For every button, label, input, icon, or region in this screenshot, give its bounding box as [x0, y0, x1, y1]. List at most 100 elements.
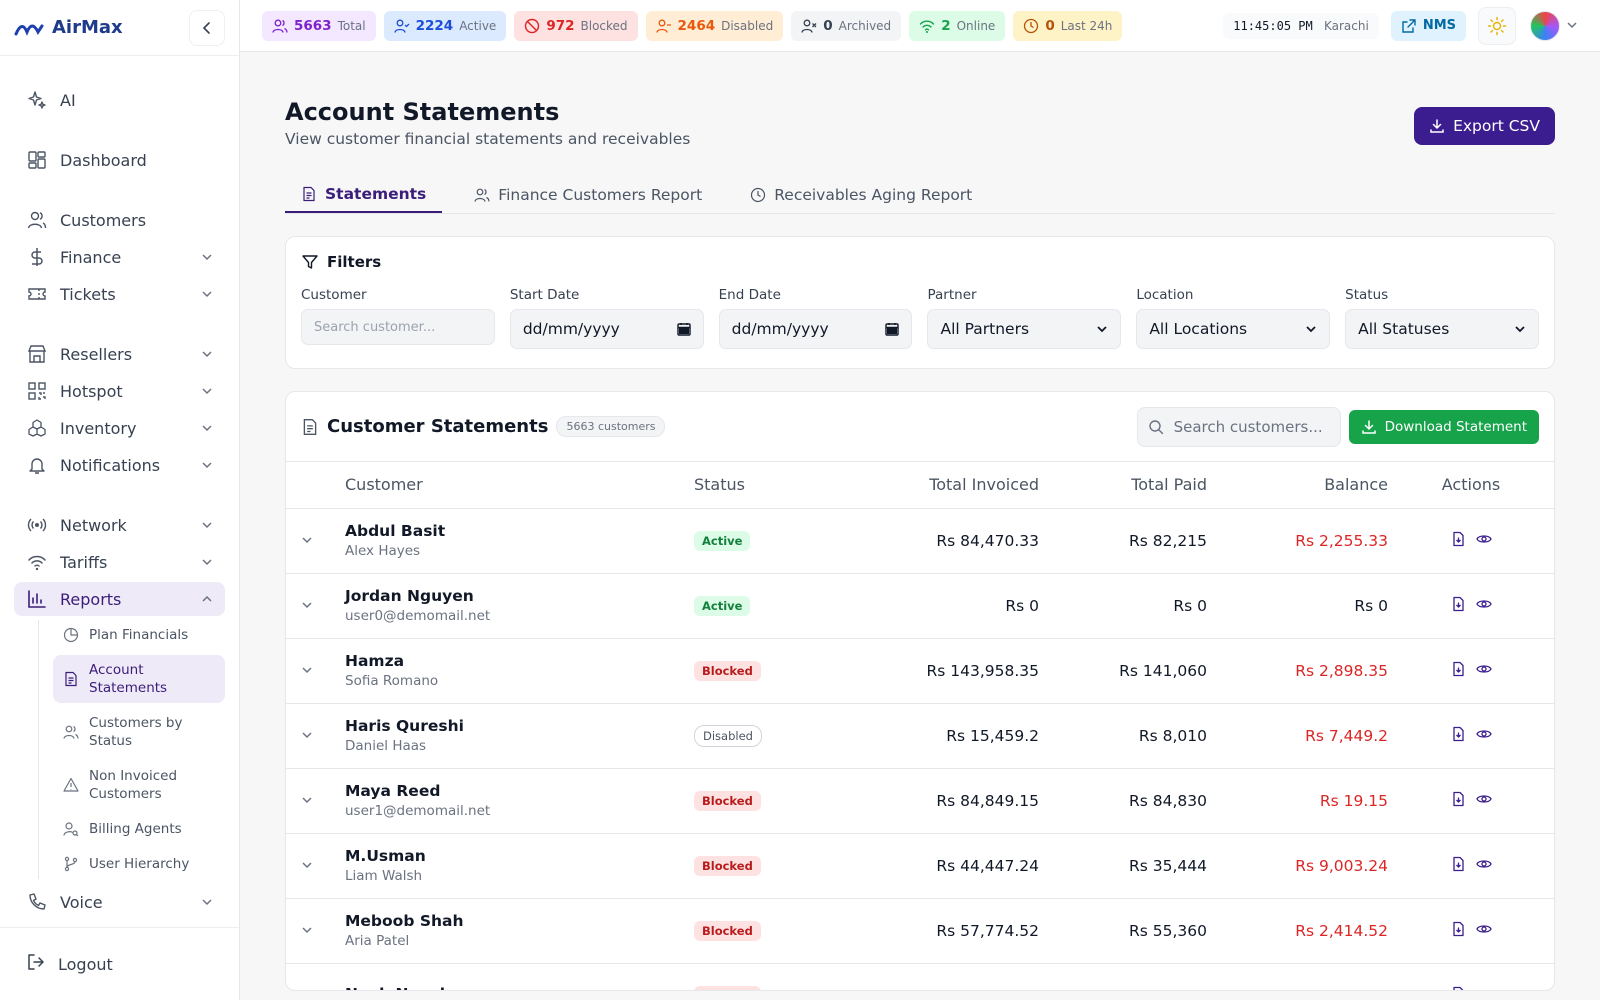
view-eye-icon[interactable]: [1476, 726, 1492, 742]
sidebar-item-voice[interactable]: Voice: [14, 885, 225, 919]
view-eye-icon[interactable]: [1476, 661, 1492, 677]
sidebar-item-tariffs[interactable]: Tariffs: [14, 545, 225, 579]
expand-row-toggle[interactable]: [286, 898, 345, 964]
theme-toggle-button[interactable]: [1478, 6, 1516, 45]
customers-search-input[interactable]: Search customers...: [1136, 406, 1341, 447]
sidebar-item-network[interactable]: Network: [14, 508, 225, 542]
stat-total[interactable]: 5663 Total: [262, 10, 376, 41]
clock-time: 11:45:05 PM: [1233, 18, 1313, 33]
table-row[interactable]: Jordan Nguyen user0@demomail.net Active Rs …: [286, 573, 1554, 639]
subnav-item-user-hierarchy[interactable]: User Hierarchy: [53, 849, 225, 879]
sidebar-item-finance[interactable]: Finance: [14, 240, 225, 274]
sidebar-item-customers[interactable]: Customers: [14, 203, 225, 237]
download-pdf-icon[interactable]: [1450, 531, 1466, 547]
sidebar-item-ai[interactable]: AI: [14, 83, 225, 117]
download-pdf-icon[interactable]: [1450, 726, 1466, 742]
export-csv-button[interactable]: Export CSV: [1414, 107, 1555, 145]
download-pdf-icon[interactable]: [1450, 661, 1466, 677]
expand-row-toggle[interactable]: [286, 963, 345, 990]
filter-label: Start Date: [509, 287, 580, 303]
start-date-input[interactable]: dd/mm/yyyy: [509, 309, 704, 349]
column-header-total-invoiced[interactable]: Total Invoiced: [844, 462, 1039, 509]
sidebar-item-label: Resellers: [60, 344, 133, 364]
download-statement-button[interactable]: Download Statement: [1348, 409, 1539, 444]
download-pdf-icon[interactable]: [1450, 596, 1466, 612]
collapse-sidebar-button[interactable]: [189, 9, 225, 46]
table-row[interactable]: Abdul Basit Alex Hayes Active Rs 84,470.33 R…: [286, 508, 1554, 574]
table-row[interactable]: Hamza Sofia Romano Blocked Rs 143,958.35 Rs …: [286, 638, 1554, 704]
sidebar-item-resellers[interactable]: Resellers: [14, 337, 225, 371]
subnav-item-customers-by-status[interactable]: Customers by Status: [53, 708, 225, 756]
download-statement-label: Download Statement: [1384, 418, 1527, 435]
view-eye-icon[interactable]: [1476, 531, 1492, 547]
customer-name[interactable]: Meboob Shah: [345, 912, 464, 930]
status-select[interactable]: All Statuses: [1345, 309, 1539, 349]
customer-subtitle: Daniel Haas: [345, 738, 427, 754]
download-pdf-icon[interactable]: [1450, 921, 1466, 937]
status-cell: Blocked: [694, 963, 844, 990]
customer-name[interactable]: Hamza: [345, 652, 405, 670]
subnav-item-non-invoiced[interactable]: Non Invoiced Customers: [53, 761, 225, 809]
sidebar-item-reports[interactable]: Reports: [14, 582, 225, 616]
table-row[interactable]: Haris Qureshi Daniel Haas Disabled Rs 15,45…: [286, 703, 1554, 769]
tab-receivables-aging-report[interactable]: Receivables Aging Report: [734, 176, 988, 213]
view-eye-icon[interactable]: [1476, 921, 1492, 937]
table-row[interactable]: Meboob Shah Aria Patel Blocked Rs 57,774.52…: [286, 898, 1554, 964]
filter-start-date: Start Date dd/mm/yyyy: [509, 287, 704, 349]
customer-name[interactable]: Noah Novak: [345, 985, 694, 990]
sidebar-item-dashboard[interactable]: Dashboard: [14, 143, 225, 177]
stat-online[interactable]: 2 Online: [909, 10, 1006, 41]
end-date-input[interactable]: dd/mm/yyyy: [718, 309, 913, 349]
expand-row-toggle[interactable]: [286, 508, 345, 574]
download-pdf-icon[interactable]: [1450, 986, 1466, 990]
column-header-customer[interactable]: Customer: [345, 462, 694, 509]
sidebar-item-notifications[interactable]: Notifications: [14, 448, 225, 482]
column-header-total-paid[interactable]: Total Paid: [1039, 462, 1207, 509]
logout-button[interactable]: Logout: [14, 946, 225, 982]
view-eye-icon[interactable]: [1476, 596, 1492, 612]
expand-row-toggle[interactable]: [286, 703, 345, 769]
customer-name[interactable]: Haris Qureshi: [345, 717, 464, 735]
sidebar-item-hotspot[interactable]: Hotspot: [14, 374, 225, 408]
logo-row: AirMax: [0, 0, 239, 56]
nms-link-button[interactable]: NMS: [1390, 10, 1466, 41]
download-pdf-icon[interactable]: [1450, 791, 1466, 807]
expand-row-toggle[interactable]: [286, 638, 345, 704]
stat-last-24h[interactable]: 0 Last 24h: [1013, 10, 1123, 41]
customer-name[interactable]: Abdul Basit: [345, 522, 446, 540]
subnav-item-plan-financials[interactable]: Plan Financials: [53, 620, 225, 650]
customer-search-input[interactable]: Search customer...: [301, 309, 495, 345]
subnav-item-account-statements[interactable]: Account Statements: [53, 655, 225, 703]
download-pdf-icon[interactable]: [1450, 856, 1466, 872]
stat-active[interactable]: 2224 Active: [383, 10, 507, 41]
table-row[interactable]: M.Usman Liam Walsh Blocked Rs 44,447.24 Rs 3…: [286, 833, 1554, 899]
table-row[interactable]: Noah NovakBlocked Rs 55,464.2Rs 56,376Rs …: [286, 963, 1554, 990]
expand-row-toggle[interactable]: [286, 573, 345, 639]
stat-blocked[interactable]: 972 Blocked: [514, 10, 638, 41]
customer-name[interactable]: Maya Reed: [345, 782, 441, 800]
stat-label: Online: [956, 18, 996, 33]
view-eye-icon[interactable]: [1476, 791, 1492, 807]
user-menu[interactable]: [1530, 10, 1578, 41]
subnav-item-billing-agents[interactable]: Billing Agents: [53, 814, 225, 844]
expand-row-toggle[interactable]: [286, 833, 345, 899]
stat-disabled[interactable]: 2464 Disabled: [645, 10, 784, 41]
bell-icon: [26, 454, 48, 476]
stat-archived[interactable]: 0 Archived: [791, 10, 902, 41]
column-header-balance[interactable]: Balance: [1207, 462, 1388, 509]
tab-statements[interactable]: Statements: [285, 176, 443, 213]
customer-name[interactable]: Jordan Nguyen: [345, 587, 474, 605]
partner-select[interactable]: All Partners: [927, 309, 1122, 349]
filter-label: Partner: [927, 287, 977, 303]
sidebar-item-inventory[interactable]: Inventory: [14, 411, 225, 445]
expand-row-toggle[interactable]: [286, 768, 345, 834]
statements-header: Customer Statements 5663 customers Searc…: [286, 392, 1554, 462]
column-header-status[interactable]: Status: [694, 462, 844, 509]
tab-finance-customers-report[interactable]: Finance Customers Report: [458, 176, 718, 213]
sidebar-item-tickets[interactable]: Tickets: [14, 277, 225, 311]
customer-name[interactable]: M.Usman: [345, 847, 426, 865]
table-row[interactable]: Maya Reed user1@demomail.net Blocked Rs 84,…: [286, 768, 1554, 834]
view-eye-icon[interactable]: [1476, 986, 1492, 990]
location-select[interactable]: All Locations: [1136, 309, 1331, 349]
view-eye-icon[interactable]: [1476, 856, 1492, 872]
